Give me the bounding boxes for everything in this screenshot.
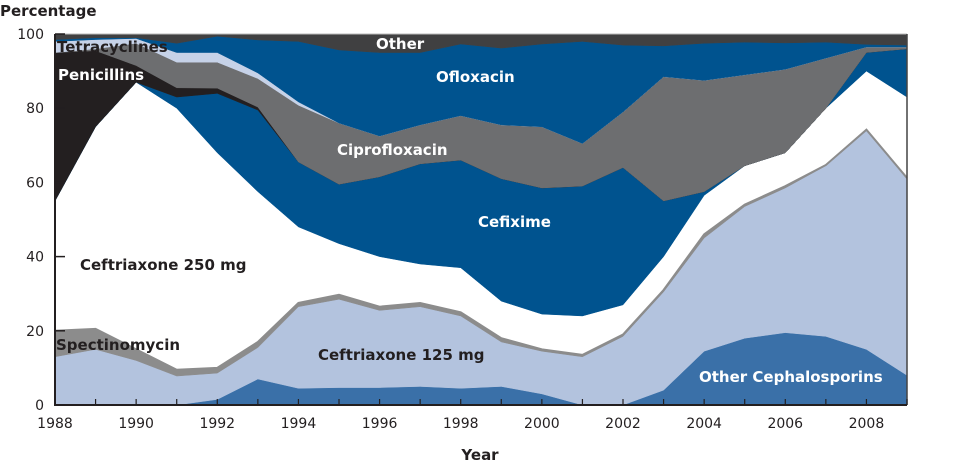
label-penicillins: Penicillins: [58, 66, 144, 84]
y-tick-label: 100: [17, 27, 44, 43]
label-ofloxacin: Ofloxacin: [436, 68, 515, 86]
x-tick-label: 1990: [118, 416, 154, 432]
y-axis-title: Percentage: [0, 2, 97, 20]
label-other-cephalosporins: Other Cephalosporins: [699, 368, 883, 386]
y-tick-label: 40: [26, 250, 44, 266]
label-other: Other: [376, 35, 425, 53]
label-spectinomycin: Spectinomycin: [56, 336, 180, 354]
x-tick-label: 1988: [37, 416, 73, 432]
x-tick-label: 2008: [849, 416, 885, 432]
x-tick-label: 1992: [199, 416, 235, 432]
x-tick-label: 2004: [686, 416, 722, 432]
x-tick-label: 2000: [524, 416, 560, 432]
label-ciprofloxacin: Ciprofloxacin: [337, 141, 448, 159]
spectinomycin-edge: [54, 128, 908, 371]
plot-frame: [54, 33, 908, 406]
series-labels: Other Cephalosporins Ceftriaxone 125 mg Sp…: [56, 35, 883, 386]
x-tick-label: 2002: [605, 416, 641, 432]
label-ceftriaxone-250-mg: Ceftriaxone 250 mg: [80, 256, 247, 274]
axis-ticks: 0 20 40 60 80 100 1988 1990 1992 1994 1996 1998 2000…: [17, 27, 908, 432]
y-tick-label: 20: [26, 324, 44, 340]
label-tetracyclines: Tetracyclines: [57, 38, 168, 56]
x-tick-label: 1994: [281, 416, 317, 432]
label-cefixime: Cefixime: [478, 213, 551, 231]
y-tick-label: 0: [35, 398, 44, 414]
y-tick-label: 60: [26, 175, 44, 191]
x-tick-label: 2006: [767, 416, 803, 432]
x-axis-title: Year: [460, 446, 499, 464]
area-layers: [54, 33, 908, 406]
y-tick-label: 80: [26, 101, 44, 117]
x-tick-label: 1996: [362, 416, 398, 432]
x-tick-label: 1998: [443, 416, 479, 432]
label-ceftriaxone-125-mg: Ceftriaxone 125 mg: [318, 346, 485, 364]
